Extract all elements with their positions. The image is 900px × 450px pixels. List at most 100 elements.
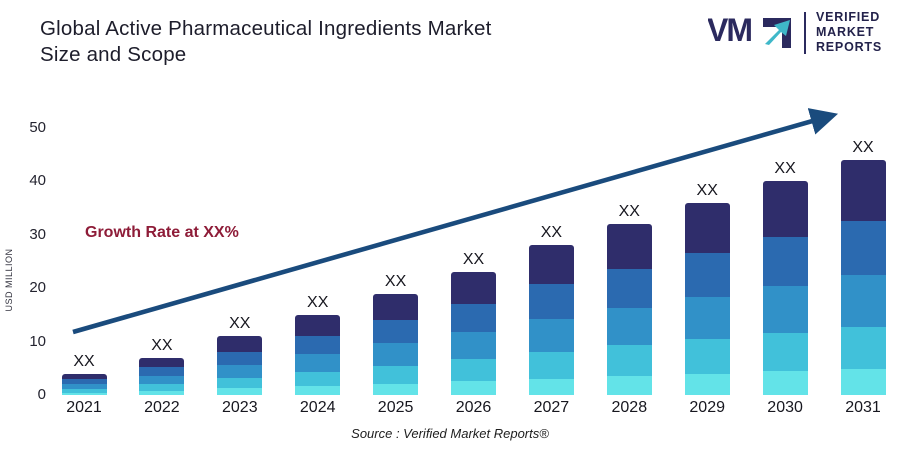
bar-segment [61,384,107,389]
bar-segment [139,367,185,376]
bar-segment [684,296,730,340]
bar [217,336,263,395]
bar [840,160,886,395]
bar-segment [295,386,341,395]
logo-word-market: MARKET [815,25,875,39]
bar-value-label: XX [229,315,251,333]
bar-segment [451,272,496,305]
bar-segment [528,378,574,395]
x-tick-label: 2025 [377,399,414,416]
bar-value-label: XX [618,203,640,221]
bar-value-label: XX [307,293,329,311]
bar-segment [139,390,185,395]
x-tick-label: 2027 [533,399,570,416]
bar [684,202,730,395]
page-title-line2: Size and Scope [40,43,187,66]
bar-value-label: XX [852,139,874,157]
bar-segment [840,221,886,276]
bar-segment [840,369,886,395]
y-tick-label: 0 [37,386,46,403]
bar-segment [762,236,808,287]
bar-segment [139,384,185,391]
bar-value-label: XX [462,251,485,269]
bar-segment [606,376,652,395]
bar-segment [606,307,652,346]
logo-word-verified: VERIFIED [815,10,881,24]
bar-value-label: XX [151,336,173,354]
vmr-logo-mark-icon: VM [707,8,794,57]
bar-segment [451,381,496,395]
bar-value-label: XX [384,272,407,290]
bar-segment [295,314,341,336]
x-tick-label: 2029 [689,399,725,416]
bar [373,293,419,395]
bar [295,314,341,395]
bar-segment [217,388,263,395]
page-title-line1: Global Active Pharmaceutical Ingredients… [40,17,492,40]
bar-segment [61,388,107,393]
bar-segment [217,351,263,366]
bar-segment [217,336,263,352]
bar-segment [762,333,808,372]
x-tick-label: 2028 [611,399,648,416]
bar-segment [61,392,107,395]
bar-segment [139,375,185,385]
bar-segment [528,284,574,319]
bar-segment [373,293,419,320]
bar-segment [295,371,341,387]
bar-segment [373,365,419,384]
bar-segment [373,319,419,344]
bar-segment [762,181,808,237]
bar-segment [373,343,419,366]
logo-wordmark: VERIFIED MARKET REPORTS [816,10,882,55]
bar-value-label: XX [540,224,563,242]
bar-segment [373,383,419,395]
bar [606,224,652,395]
svg-text:VM: VM [708,12,751,48]
bar-segment [606,268,652,308]
bar-segment [528,351,574,379]
bar-segment [762,371,808,395]
bar [451,272,496,395]
growth-rate-annotation: Growth Rate at XX% [85,224,239,241]
y-tick-label: 10 [29,332,46,350]
x-tick-label: 2022 [144,399,180,416]
vmr-logo: VM VERIFIED MARKET REPORTS [707,8,882,57]
bar-segment [606,224,652,269]
x-tick-label: 2031 [845,399,881,416]
bar-segment [684,373,730,395]
bar-segment [840,275,886,327]
bar-segment [606,345,652,377]
bar [61,373,107,395]
bar-segment [295,335,341,355]
bar-segment [684,252,730,297]
bar-segment [217,365,263,378]
bar-value-label: XX [774,160,796,178]
bar [139,357,185,395]
bar-value-label: XX [73,352,95,370]
bar-segment [451,304,496,333]
bar-segment [217,377,263,389]
bar-segment [451,332,496,360]
page-title: Global Active Pharmaceutical Ingredients… [40,16,492,68]
bar-segment [139,357,185,368]
x-tick-label: 2030 [767,399,803,416]
x-tick-label: 2026 [455,399,492,416]
y-tick-label: 50 [29,119,46,136]
bar-segment [762,286,808,334]
logo-divider [803,11,806,54]
bar-segment [528,245,574,285]
x-tick-label: 2021 [66,399,102,416]
bar-value-label: XX [696,181,718,199]
y-tick-label: 20 [29,279,46,297]
bar-segment [451,359,496,382]
bar-segment [295,354,341,372]
bar-segment [61,373,107,380]
y-tick-label: 30 [29,225,46,243]
bar [762,181,808,395]
bar-segment [684,202,730,253]
bar-segment [528,318,574,352]
bar-segment [684,339,730,374]
x-tick-label: 2024 [299,399,336,416]
